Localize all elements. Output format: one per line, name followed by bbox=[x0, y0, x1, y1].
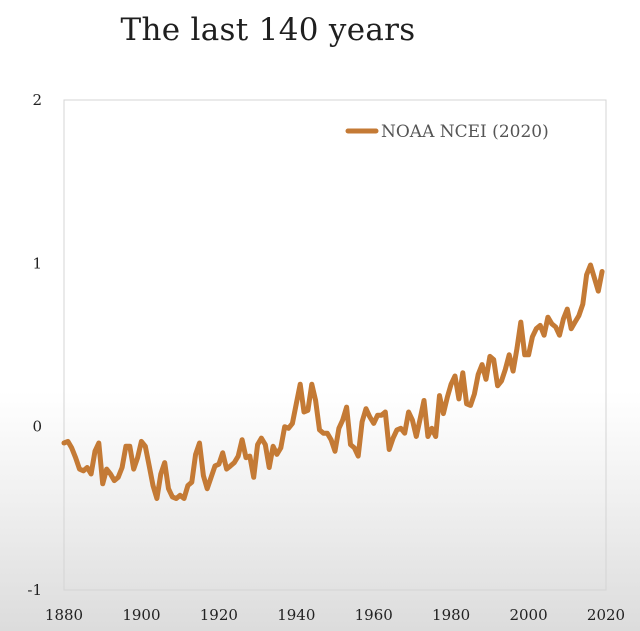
plot-frame-layer bbox=[63, 99, 607, 591]
y-tick-labels: -1 0 1 2 bbox=[27, 91, 42, 599]
x-tick-label-4: 1960 bbox=[355, 606, 393, 624]
x-tick-label-3: 1940 bbox=[277, 606, 315, 624]
x-tick-label-1: 1900 bbox=[122, 606, 160, 624]
x-tick-label-2: 1920 bbox=[200, 606, 238, 624]
legend: NOAA NCEI (2020) bbox=[345, 122, 549, 142]
x-tick-label-5: 1980 bbox=[432, 606, 470, 624]
y-tick-label-2: 1 bbox=[32, 254, 42, 272]
series-line-0 bbox=[61, 262, 605, 501]
x-tick-label-6: 2000 bbox=[509, 606, 547, 624]
x-tick-label-0: 1880 bbox=[45, 606, 83, 624]
x-tick-label-7: 2020 bbox=[587, 606, 625, 624]
chart-title: The last 140 years bbox=[120, 12, 416, 48]
series-layer bbox=[61, 262, 605, 501]
y-tick-label-1: 0 bbox=[32, 418, 42, 436]
legend-label: NOAA NCEI (2020) bbox=[381, 122, 549, 142]
y-tick-label-0: -1 bbox=[27, 581, 42, 599]
x-tick-labels: 1880 1900 1920 1940 1960 1980 2000 2020 bbox=[45, 606, 625, 624]
y-tick-label-3: 2 bbox=[32, 91, 42, 109]
plot-frame bbox=[63, 99, 607, 591]
